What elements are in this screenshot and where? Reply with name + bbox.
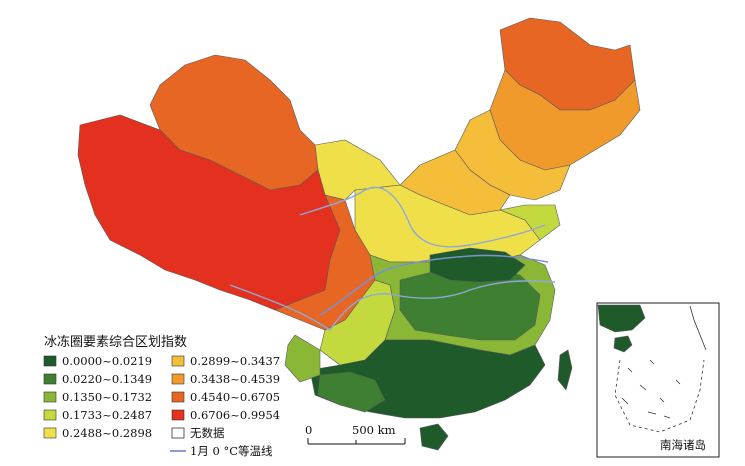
legend-item-isotherm: 1月 0 °C等温线 bbox=[170, 444, 273, 458]
inset-hainan bbox=[613, 335, 633, 353]
inset-mainland bbox=[597, 304, 646, 333]
legend-label-2: 0.1350~0.1732 bbox=[62, 390, 152, 404]
legend-item-2: 0.1350~0.1732 bbox=[43, 390, 152, 404]
region-yunnan-southwest bbox=[284, 334, 321, 383]
region-taiwan bbox=[557, 349, 573, 391]
legend-label-0: 0.0000~0.0219 bbox=[62, 354, 152, 368]
legend-item-6: 0.3438~0.4539 bbox=[171, 372, 280, 386]
legend-label-5: 0.2899~0.3437 bbox=[190, 354, 280, 368]
yangtze-river bbox=[229, 280, 556, 331]
legend-label-8: 0.6706~0.9954 bbox=[190, 408, 280, 422]
legend-label-6: 0.3438~0.4539 bbox=[190, 372, 280, 386]
legend-item-1: 0.0220~0.1349 bbox=[43, 372, 152, 386]
legend-item-4: 0.2488~0.2898 bbox=[43, 426, 152, 440]
inset-islands bbox=[621, 359, 681, 419]
january-0c-isotherm bbox=[319, 254, 549, 316]
legend-item-8: 0.6706~0.9954 bbox=[171, 408, 280, 422]
legend-label-isotherm: 1月 0 °C等温线 bbox=[190, 444, 273, 458]
legend-item-7: 0.4540~0.6705 bbox=[171, 390, 280, 404]
legend-label-1: 0.0220~0.1349 bbox=[62, 372, 152, 386]
legend-item-3: 0.1733~0.2487 bbox=[43, 408, 152, 422]
region-shandong bbox=[498, 204, 561, 241]
legend-label-4: 0.2488~0.2898 bbox=[62, 426, 152, 440]
legend-item-5: 0.2899~0.3437 bbox=[171, 354, 280, 368]
inset-dashed-boundary bbox=[614, 359, 705, 433]
legend-label-3: 0.1733~0.2487 bbox=[62, 408, 152, 422]
scale-end: 500 km bbox=[352, 423, 396, 437]
scale-zero: 0 bbox=[305, 423, 312, 437]
south-china-sea-inset: 南海诸岛 bbox=[596, 302, 720, 458]
legend-label-no-data: 无数据 bbox=[190, 426, 225, 440]
yellow-river bbox=[299, 186, 546, 248]
legend-label-7: 0.4540~0.6705 bbox=[190, 390, 280, 404]
inset-coast-line bbox=[689, 305, 707, 351]
legend-title: 冰冻圈要素综合区划指数 bbox=[44, 334, 187, 350]
region-guangxi-green bbox=[317, 371, 386, 413]
inset-label: 南海诸岛 bbox=[660, 438, 706, 452]
scale-bar: 0 500 km bbox=[305, 423, 406, 445]
region-hainan bbox=[419, 423, 449, 451]
legend-item-0: 0.0000~0.0219 bbox=[43, 354, 152, 368]
legend-item-no-data: 无数据 bbox=[171, 426, 225, 440]
